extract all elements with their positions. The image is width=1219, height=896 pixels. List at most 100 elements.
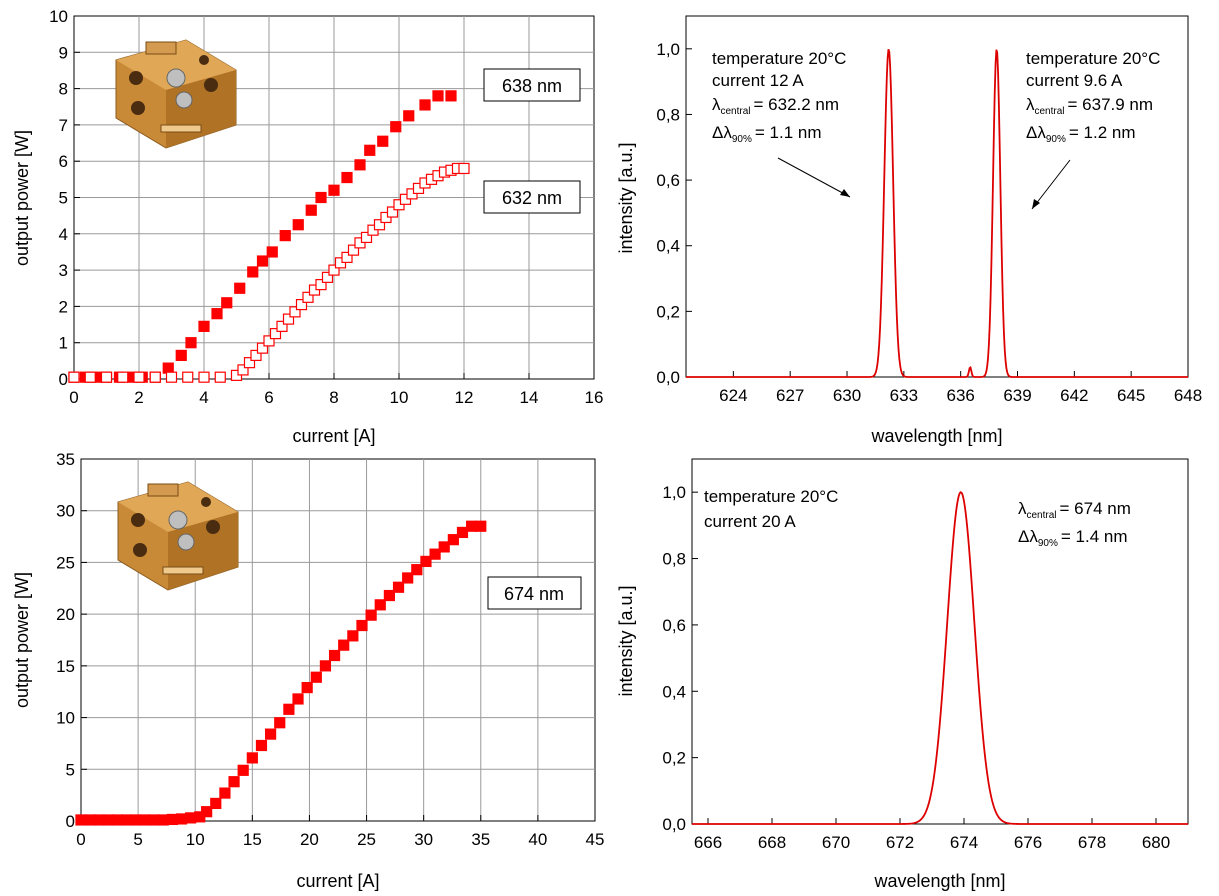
y-tick-label: 1 [59, 334, 68, 353]
data-point [411, 564, 423, 576]
data-point [130, 814, 142, 826]
data-point [419, 99, 431, 111]
data-point [319, 660, 332, 672]
x-tick-labels: 0 2 4 6 8 10 12 14 16 [69, 373, 603, 407]
x-tick-label: 0 [69, 388, 78, 407]
x-tick-label: 4 [199, 388, 208, 407]
y-tick-label: 0 [66, 812, 75, 831]
svg-text:temperature 20°C: temperature 20°C [1026, 49, 1160, 68]
data-point [221, 297, 233, 309]
y-tick-label: 0,0 [656, 368, 680, 387]
y-tick-label: 5 [59, 189, 68, 208]
x-tick-label: 5 [133, 830, 142, 849]
data-point [341, 251, 353, 263]
y-tick-labels: 0,0 0,2 0,4 0,6 0,8 1,0 [656, 40, 692, 387]
data-point [93, 814, 105, 826]
liv-674-chart: 0 5 10 15 20 25 30 35 40 45 0 5 10 15 20 25 30 35 curren… [12, 450, 604, 891]
spectrum-curve [686, 48, 1188, 378]
y-tick-label: 7 [59, 116, 68, 135]
data-point [458, 162, 470, 175]
x-tick-label: 633 [890, 386, 918, 405]
data-point [315, 191, 327, 204]
data-point [121, 814, 133, 826]
laser-module-photo [115, 39, 237, 149]
label-638nm: 638 nm [483, 68, 581, 102]
data-point [166, 813, 178, 826]
data-point [321, 271, 334, 283]
data-point [165, 371, 178, 383]
spectrum-674-chart: 666 668 670 672 674 676 678 680 0,0 0,2 0,4 0,6 0,8… [616, 458, 1189, 891]
annotation-right: temperature 20°C current 9.6 A λcentral =… [1026, 49, 1160, 210]
data-point [438, 541, 450, 553]
data-point [148, 814, 160, 826]
data-point [237, 764, 249, 776]
y-tick-label: 0,6 [656, 171, 680, 190]
data-point [356, 619, 368, 632]
y-tick-label: 0,4 [662, 682, 686, 701]
data-point [274, 717, 286, 729]
data-point [429, 548, 441, 560]
data-point [269, 328, 282, 340]
svg-text:638 nm: 638 nm [502, 76, 562, 96]
data-point [338, 639, 350, 651]
plot-frame [691, 458, 1189, 825]
x-tick-label: 0 [76, 830, 85, 849]
x-tick-label: 678 [1078, 833, 1106, 852]
data-point [175, 813, 188, 825]
data-point [210, 797, 222, 810]
data-point [149, 371, 161, 383]
x-axis-label: wavelength [nm] [870, 426, 1002, 446]
plot-frame [80, 458, 596, 822]
y-tick-label: 0,2 [662, 749, 686, 768]
data-point [84, 371, 96, 383]
y-axis-label: output power [W] [12, 572, 32, 708]
y-tick-labels: 0 1 2 3 4 5 6 7 8 9 10 [49, 7, 80, 389]
svg-text:λcentral= 637.9 nm: λcentral = 637.9 nm [1026, 95, 1153, 117]
label-632nm: 632 nm [483, 180, 581, 214]
data-point [246, 752, 258, 764]
svg-text:632 nm: 632 nm [502, 188, 562, 208]
data-point [383, 589, 395, 602]
data-point [157, 814, 169, 826]
svg-text:current 20 A: current 20 A [704, 512, 796, 531]
y-tick-label: 0,6 [662, 616, 686, 635]
spectrum-curve [692, 491, 1188, 825]
data-point [84, 814, 96, 826]
x-tick-label: 680 [1142, 833, 1170, 852]
data-point [292, 219, 304, 231]
data-point [282, 313, 295, 325]
x-tick-label: 15 [243, 830, 262, 849]
y-tick-labels: 0 5 10 15 20 25 30 35 [56, 450, 87, 831]
data-point [402, 572, 414, 584]
annotation-arrow [1031, 159, 1071, 210]
y-tick-label: 0,8 [662, 550, 686, 569]
data-point [234, 282, 246, 294]
data-point [420, 555, 432, 567]
data-point [373, 219, 386, 231]
data-point [237, 364, 249, 376]
y-tick-label: 15 [56, 657, 75, 676]
data-point [328, 649, 341, 662]
data-point [100, 371, 113, 383]
data-point [247, 266, 259, 278]
data-point [102, 814, 115, 826]
x-tick-label: 20 [300, 830, 319, 849]
data-point [266, 246, 278, 258]
data-point [279, 230, 291, 242]
data-point [198, 371, 210, 383]
data-point [250, 349, 262, 362]
data-point [139, 814, 151, 826]
spectrum-line [692, 491, 1188, 825]
data-point [185, 337, 197, 349]
data-point [354, 159, 366, 171]
svg-text:temperature 20°C: temperature 20°C [712, 49, 846, 68]
svg-text:current 9.6 A: current 9.6 A [1026, 71, 1123, 90]
data-point [447, 534, 459, 546]
data-point [432, 90, 444, 102]
svg-text:Δλ90%= 1.1 nm: Δλ90% = 1.1 nm [712, 123, 822, 145]
data-point [347, 630, 359, 642]
data-point [292, 693, 304, 705]
y-tick-label: 5 [66, 760, 75, 779]
data-points [75, 520, 487, 826]
